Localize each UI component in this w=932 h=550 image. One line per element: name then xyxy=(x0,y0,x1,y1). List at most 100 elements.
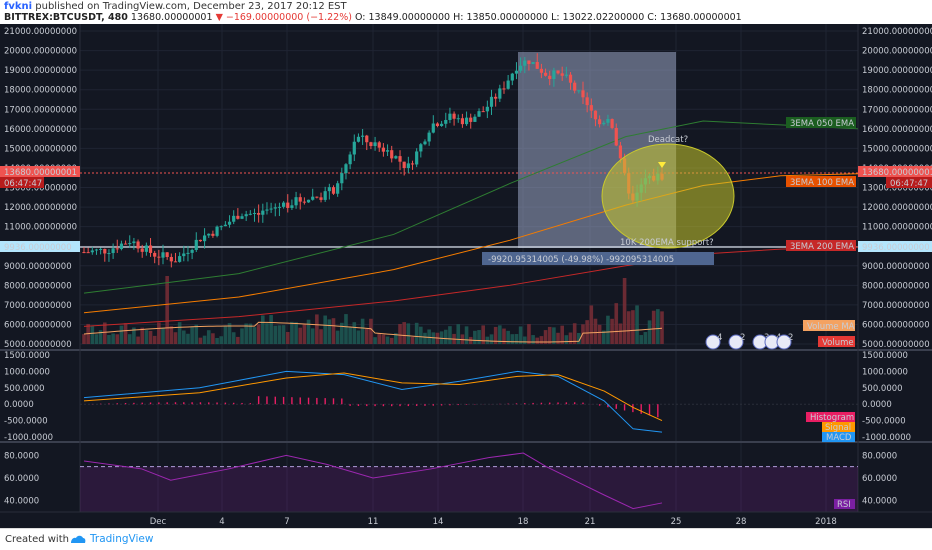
left-price-axis[interactable]: 21000.00000000 20000.00000000 19000.000000… xyxy=(4,27,77,507)
rsi-label[interactable]: RSI xyxy=(837,500,851,510)
rsi-tick-right: 80.0000 xyxy=(862,451,897,461)
volume-bar xyxy=(194,324,199,344)
candle-body xyxy=(585,97,589,106)
price-tick-right: 17000.00000000 xyxy=(862,105,932,115)
volume-bar xyxy=(510,334,515,344)
price-tick-left: 17000.00000000 xyxy=(4,105,77,115)
candle-body xyxy=(82,252,86,254)
volume-bar xyxy=(364,329,369,344)
price-tick-right: 12000.00000000 xyxy=(862,203,932,213)
volume-bar xyxy=(473,330,477,344)
signal-tag xyxy=(822,422,855,432)
price-tick-right: 7000.00000000 xyxy=(862,301,930,311)
volume-bar xyxy=(206,330,211,344)
candle-body xyxy=(344,164,348,174)
measure-label: -9920.95314005 (-49.98%) -992095314005 xyxy=(488,255,674,265)
volume-bar xyxy=(165,276,169,344)
price-tick-left: 19000.00000000 xyxy=(4,66,77,76)
volume-bar xyxy=(547,326,552,344)
right-price-axis[interactable]: 21000.00000000 20000.00000000 19000.000000… xyxy=(862,27,932,507)
flag-badge-icon[interactable] xyxy=(776,334,792,350)
volume-bar xyxy=(481,325,485,344)
price-tick-left: 7000.00000000 xyxy=(4,301,72,311)
volume-bar xyxy=(340,322,344,344)
volume-label[interactable]: Volume xyxy=(822,338,854,348)
candle-body xyxy=(128,243,132,245)
volume-bar xyxy=(198,337,203,344)
candle-body xyxy=(306,199,311,203)
candle-body xyxy=(99,248,103,250)
open-value: O: 13849.00000000 xyxy=(354,12,451,23)
volume-bar xyxy=(373,337,377,344)
candle-body xyxy=(86,252,90,254)
chart-canvas[interactable]: Deadcat? 10K 200EMA support? -9920.95314… xyxy=(0,24,932,528)
macd-tick-left: -1000.0000 xyxy=(4,433,53,443)
candle-body xyxy=(340,173,344,184)
left-countdown-text: 06:47:47 xyxy=(4,179,42,189)
candle-body xyxy=(144,245,148,252)
symbol-label[interactable]: BITTREX:BTCUSDT, 480 xyxy=(4,12,128,23)
publish-info: published on TradingView.com, December 2… xyxy=(35,1,347,12)
volume-bar xyxy=(660,311,664,344)
price-change: ▼ −169.00000000 (−1.22%) xyxy=(215,12,352,23)
time-axis[interactable]: Dec 4 7 11 14 18 21 25 28 2018 xyxy=(0,511,932,528)
price-tick-right: 21000.00000000 xyxy=(862,27,932,37)
candle-body xyxy=(119,243,124,250)
macd-tick-left: 1000.0000 xyxy=(4,367,50,377)
candle-body xyxy=(390,150,394,159)
low-value: L: 13022.02200000 xyxy=(551,12,645,23)
volume-ma-label[interactable]: Volume MA xyxy=(807,322,855,332)
candle-body xyxy=(415,151,419,165)
candle-body xyxy=(514,70,519,74)
candle-body xyxy=(423,141,427,145)
volume-bar xyxy=(315,314,319,344)
signal-line xyxy=(83,372,663,422)
volume-bar xyxy=(498,325,502,344)
right-support-text: 9936.00000000 xyxy=(862,243,930,253)
flag-badge-icon[interactable] xyxy=(705,334,721,350)
volume-bar xyxy=(647,320,652,344)
price-tick-right: 15000.00000000 xyxy=(862,144,932,154)
volume-bar xyxy=(639,335,644,344)
volume-bar xyxy=(90,325,95,344)
price-tick-left: 12000.00000000 xyxy=(4,203,77,213)
rsi-tick-right: 40.0000 xyxy=(862,497,897,507)
macd-tick-left: -500.0000 xyxy=(4,417,48,427)
signal-label[interactable]: Signal xyxy=(825,423,851,433)
rsi-tick-left: 40.0000 xyxy=(4,497,39,507)
candle-body xyxy=(489,96,494,107)
candle-body xyxy=(464,117,469,125)
candle-body xyxy=(294,197,298,206)
volume-bar xyxy=(414,322,419,344)
volume-bar xyxy=(127,334,132,344)
tradingview-link[interactable]: TradingView xyxy=(90,533,154,545)
ema100-tag-text: 3EMA 100 EMA xyxy=(790,178,854,188)
candlesticks xyxy=(82,53,664,268)
volume-bar xyxy=(281,325,286,344)
deadcat-circle[interactable] xyxy=(601,143,735,249)
volume-bar xyxy=(398,324,402,344)
volume-bar xyxy=(98,330,103,344)
macd-label[interactable]: MACD xyxy=(826,433,852,443)
volume-bar xyxy=(614,303,619,344)
volume-bars xyxy=(82,276,664,344)
macd-tick-right: 1000.0000 xyxy=(862,367,908,377)
candle-body xyxy=(277,206,282,208)
flag-badge-icon[interactable] xyxy=(728,334,744,350)
author-link[interactable]: fvkni xyxy=(4,1,33,12)
volume-bar xyxy=(464,326,469,344)
volume-bar xyxy=(643,332,648,344)
deadcat-label[interactable]: Deadcat? xyxy=(648,135,688,145)
macd-tick-left: 500.0000 xyxy=(4,384,45,394)
candle-body xyxy=(132,241,136,244)
chart-area[interactable]: Deadcat? 10K 200EMA support? -9920.95314… xyxy=(0,24,932,528)
volume-bar xyxy=(489,334,494,344)
support-label[interactable]: 10K 200EMA support? xyxy=(620,238,714,248)
volume-bar xyxy=(181,330,186,344)
time-label: Dec xyxy=(150,517,167,527)
candle-body xyxy=(265,209,269,211)
event-badges[interactable]: 4 2 3 4 2 xyxy=(705,333,793,350)
histogram-label[interactable]: Histogram xyxy=(810,413,854,423)
volume-bar xyxy=(443,329,448,344)
